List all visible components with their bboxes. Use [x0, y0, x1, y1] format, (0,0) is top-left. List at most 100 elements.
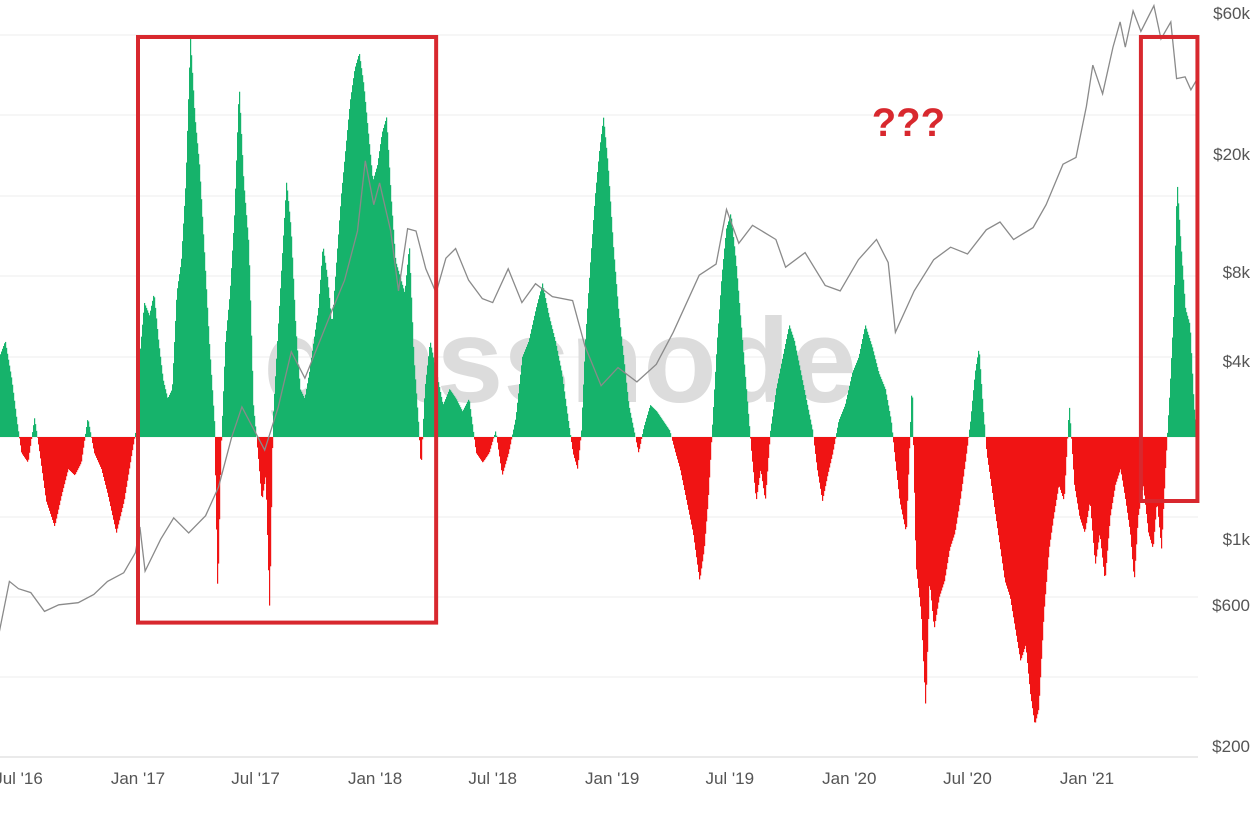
- oscillator-bar: [912, 397, 914, 437]
- oscillator-bar: [636, 437, 638, 443]
- oscillator-bar: [89, 426, 91, 437]
- oscillator-bar: [987, 437, 989, 458]
- oscillator-bar: [453, 394, 455, 437]
- oscillator-bar: [1107, 437, 1109, 551]
- oscillator-bar: [937, 437, 939, 609]
- oscillator-bar: [997, 437, 999, 529]
- oscillator-bar: [620, 327, 622, 437]
- oscillator-bar: [991, 437, 993, 486]
- oscillator-bar: [1067, 437, 1069, 439]
- oscillator-bar: [19, 437, 21, 439]
- oscillator-bar: [978, 350, 980, 437]
- oscillator-bar: [390, 185, 392, 437]
- oscillator-bar: [458, 403, 460, 437]
- oscillator-bar: [91, 437, 93, 438]
- oscillator-bar: [202, 216, 204, 437]
- oscillator-bar: [411, 297, 413, 437]
- oscillator-bar: [957, 437, 959, 518]
- oscillator-bar: [977, 357, 979, 437]
- oscillator-bar: [366, 112, 368, 438]
- oscillator-bar: [629, 407, 631, 437]
- oscillator-bar: [81, 437, 83, 462]
- oscillator-bar: [929, 437, 931, 587]
- oscillator-bar: [1126, 437, 1128, 506]
- oscillator-bar: [248, 239, 250, 437]
- oscillator-bar: [311, 357, 313, 437]
- oscillator-bar: [580, 437, 582, 441]
- oscillator-bar: [323, 248, 325, 437]
- oscillator-bar: [318, 307, 320, 437]
- oscillator-bar: [844, 406, 846, 437]
- oscillator-bar: [641, 437, 643, 439]
- oscillator-bar: [806, 399, 808, 437]
- oscillator-bar: [343, 172, 345, 438]
- oscillator-bar: [50, 437, 52, 514]
- oscillator-bar: [695, 437, 697, 550]
- oscillator-bar: [95, 437, 97, 456]
- oscillator-bar: [633, 427, 635, 437]
- oscillator-bar: [658, 413, 660, 437]
- oscillator-bar: [40, 437, 42, 459]
- oscillator-bar: [697, 437, 699, 565]
- oscillator-bar: [320, 279, 322, 437]
- oscillator-bar: [393, 229, 395, 437]
- oscillator-bar: [324, 255, 326, 437]
- oscillator-bar: [1170, 378, 1172, 437]
- oscillator-bar: [286, 182, 288, 437]
- oscillator-bar: [1110, 437, 1112, 516]
- oscillator-bar: [490, 437, 492, 449]
- oscillator-bar: [675, 437, 677, 453]
- oscillator-bar: [1018, 437, 1020, 649]
- oscillator-bar: [189, 67, 191, 438]
- oscillator-bar: [884, 386, 886, 437]
- oscillator-bar: [877, 367, 879, 437]
- oscillator-bar: [748, 413, 750, 437]
- oscillator-bar: [588, 293, 590, 437]
- oscillator-bar: [854, 367, 856, 437]
- oscillator-bar: [476, 437, 478, 454]
- oscillator-bar: [834, 437, 836, 445]
- oscillator-bar: [1120, 437, 1122, 470]
- oscillator-bar: [1041, 437, 1043, 659]
- oscillator-bar: [1016, 437, 1018, 636]
- oscillator-bar: [1189, 322, 1191, 437]
- oscillator-bar: [104, 437, 106, 481]
- oscillator-bar: [936, 437, 938, 615]
- oscillator-bar: [379, 151, 381, 437]
- oscillator-bar: [730, 214, 732, 437]
- oscillator-bar: [941, 437, 943, 591]
- oscillator-bar: [127, 437, 129, 481]
- oscillator-bar: [967, 437, 969, 446]
- oscillator-bar: [1122, 437, 1124, 481]
- oscillator-bar: [1006, 437, 1008, 586]
- oscillator-bar: [486, 437, 488, 458]
- oscillator-bar: [66, 437, 68, 477]
- oscillator-bar: [477, 437, 479, 455]
- oscillator-bar: [860, 348, 862, 437]
- oscillator-bar: [334, 290, 336, 437]
- oscillator-bar: [314, 336, 316, 437]
- oscillator-bar: [381, 137, 383, 437]
- oscillator-bar: [823, 437, 825, 496]
- oscillator-bar: [132, 437, 134, 451]
- oscillator-bar: [162, 373, 164, 437]
- oscillator-bar: [305, 394, 307, 437]
- oscillator-bar: [319, 293, 321, 437]
- oscillator-bar: [1149, 437, 1151, 537]
- oscillator-bar: [628, 401, 630, 437]
- oscillator-bar: [999, 437, 1001, 543]
- oscillator-bar: [1150, 437, 1152, 540]
- oscillator-bar: [1082, 437, 1084, 526]
- oscillator-bar: [169, 394, 171, 437]
- oscillator-bar: [879, 374, 881, 437]
- oscillator-bar: [1026, 437, 1028, 653]
- oscillator-bar: [372, 175, 374, 437]
- oscillator-bar: [829, 437, 831, 468]
- oscillator-bar: [720, 295, 722, 437]
- oscillator-bar: [1023, 437, 1025, 653]
- oscillator-bar: [417, 407, 419, 437]
- oscillator-bar: [527, 344, 529, 437]
- oscillator-bar: [279, 305, 281, 437]
- oscillator-bar: [654, 409, 656, 437]
- oscillator-bar: [191, 55, 193, 438]
